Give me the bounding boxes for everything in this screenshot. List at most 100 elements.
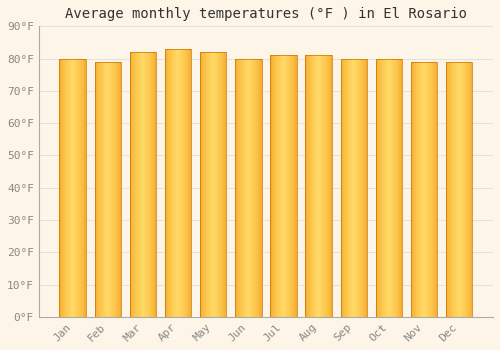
Bar xyxy=(396,58,397,317)
Bar xyxy=(223,52,224,317)
Bar xyxy=(243,58,244,317)
Bar xyxy=(468,62,469,317)
Bar xyxy=(424,62,426,317)
Bar xyxy=(347,58,348,317)
Bar xyxy=(272,55,273,317)
Bar xyxy=(210,52,211,317)
Bar xyxy=(120,62,121,317)
Bar xyxy=(350,58,351,317)
Bar xyxy=(141,52,142,317)
Bar xyxy=(362,58,363,317)
Bar xyxy=(361,58,362,317)
Bar xyxy=(318,55,320,317)
Bar xyxy=(390,58,391,317)
Bar xyxy=(133,52,134,317)
Bar xyxy=(112,62,113,317)
Bar xyxy=(349,58,350,317)
Bar xyxy=(411,62,438,317)
Bar xyxy=(248,58,249,317)
Bar xyxy=(376,58,402,317)
Bar xyxy=(365,58,366,317)
Bar xyxy=(273,55,274,317)
Bar xyxy=(62,58,64,317)
Bar xyxy=(309,55,310,317)
Bar xyxy=(415,62,416,317)
Bar xyxy=(428,62,430,317)
Bar xyxy=(119,62,120,317)
Bar xyxy=(258,58,259,317)
Bar xyxy=(132,52,133,317)
Bar xyxy=(377,58,378,317)
Bar xyxy=(100,62,101,317)
Bar xyxy=(166,49,167,317)
Bar xyxy=(467,62,468,317)
Bar xyxy=(324,55,325,317)
Bar xyxy=(68,58,70,317)
Bar xyxy=(360,58,361,317)
Bar xyxy=(168,49,169,317)
Bar xyxy=(320,55,322,317)
Bar xyxy=(105,62,106,317)
Bar xyxy=(99,62,100,317)
Bar xyxy=(102,62,103,317)
Bar xyxy=(241,58,242,317)
Bar xyxy=(137,52,138,317)
Bar xyxy=(274,55,275,317)
Bar xyxy=(149,52,150,317)
Bar xyxy=(452,62,454,317)
Bar xyxy=(171,49,172,317)
Bar xyxy=(397,58,398,317)
Bar xyxy=(114,62,115,317)
Bar xyxy=(356,58,357,317)
Bar xyxy=(184,49,186,317)
Bar xyxy=(469,62,470,317)
Bar xyxy=(456,62,458,317)
Bar xyxy=(351,58,352,317)
Bar xyxy=(115,62,116,317)
Bar xyxy=(285,55,286,317)
Bar xyxy=(391,58,392,317)
Bar xyxy=(60,58,86,317)
Bar xyxy=(215,52,216,317)
Bar xyxy=(97,62,98,317)
Bar xyxy=(394,58,395,317)
Bar xyxy=(340,58,342,317)
Bar xyxy=(454,62,456,317)
Bar xyxy=(277,55,278,317)
Bar xyxy=(238,58,239,317)
Bar xyxy=(366,58,367,317)
Bar xyxy=(172,49,173,317)
Bar xyxy=(414,62,415,317)
Bar xyxy=(388,58,389,317)
Bar xyxy=(70,58,72,317)
Bar xyxy=(239,58,240,317)
Bar xyxy=(353,58,354,317)
Bar xyxy=(245,58,246,317)
Bar xyxy=(218,52,219,317)
Bar xyxy=(170,49,171,317)
Bar xyxy=(111,62,112,317)
Bar xyxy=(180,49,182,317)
Bar xyxy=(225,52,226,317)
Bar xyxy=(342,58,343,317)
Bar xyxy=(384,58,385,317)
Bar xyxy=(174,49,175,317)
Bar xyxy=(276,55,277,317)
Bar xyxy=(78,58,79,317)
Bar xyxy=(236,58,237,317)
Bar xyxy=(364,58,365,317)
Bar xyxy=(316,55,318,317)
Bar xyxy=(235,58,236,317)
Bar xyxy=(448,62,450,317)
Bar xyxy=(352,58,353,317)
Bar xyxy=(446,62,472,317)
Bar xyxy=(96,62,97,317)
Bar xyxy=(376,58,377,317)
Bar xyxy=(94,62,121,317)
Bar xyxy=(221,52,222,317)
Bar xyxy=(213,52,214,317)
Bar xyxy=(110,62,111,317)
Bar xyxy=(423,62,424,317)
Bar xyxy=(358,58,359,317)
Bar xyxy=(167,49,168,317)
